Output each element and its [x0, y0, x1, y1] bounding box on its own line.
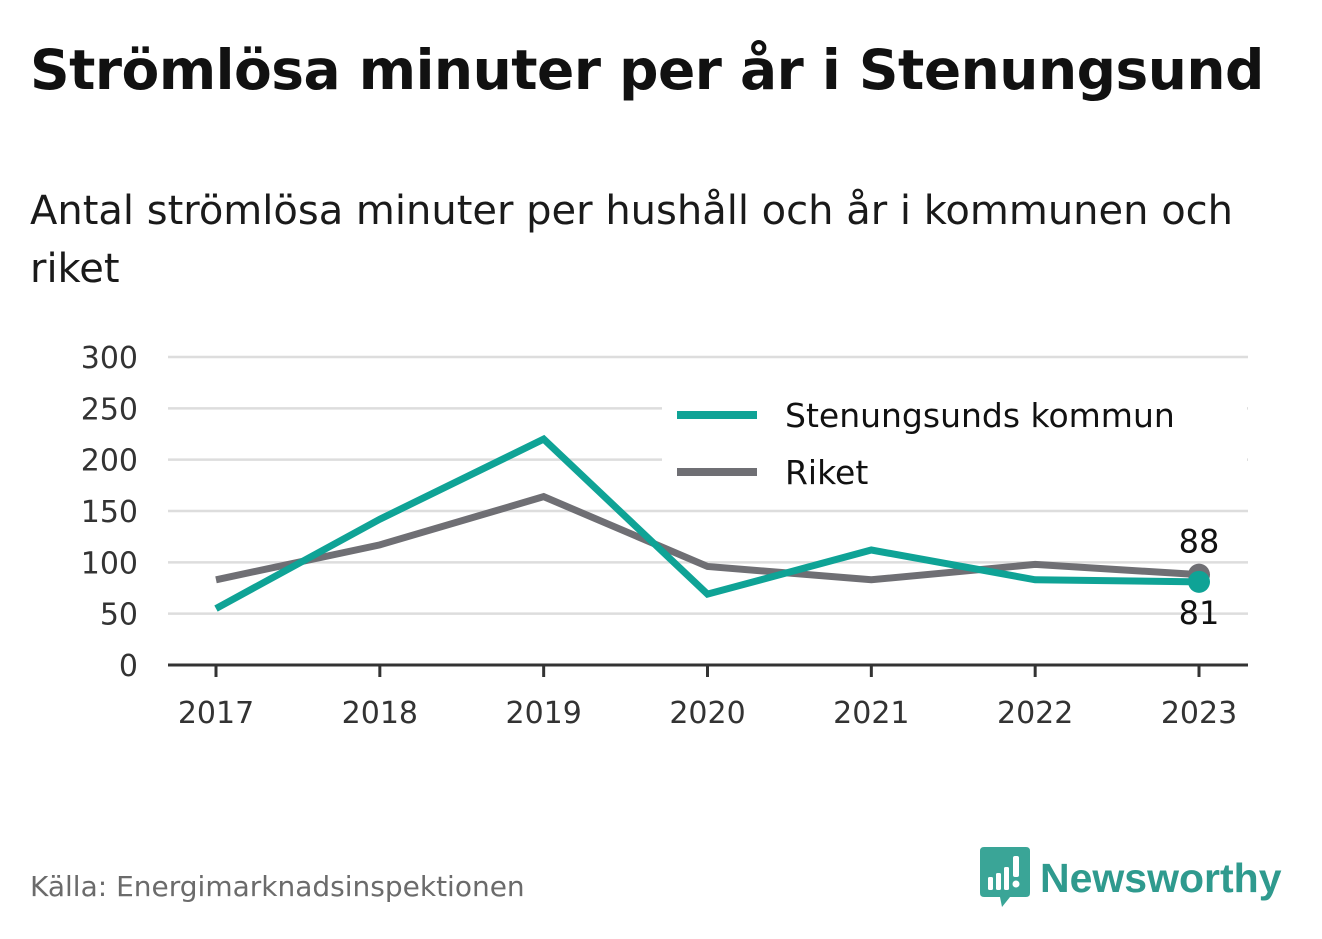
series-line-stenungsunds-kommun	[214, 434, 1200, 612]
y-tick-label: 300	[81, 341, 138, 376]
y-tick-label: 250	[81, 392, 138, 427]
newsworthy-logo: Newsworthy	[980, 847, 1282, 908]
x-tick-label: 2019	[505, 696, 581, 731]
series-line-riket	[215, 492, 1200, 584]
newsworthy-logo-icon	[980, 847, 1030, 907]
y-tick-label: 100	[81, 546, 138, 581]
source-note: Källa: Energimarknadsinspektionen	[30, 870, 525, 903]
x-tick-label: 2022	[997, 696, 1073, 731]
end-label-riket: 88	[1179, 523, 1220, 561]
y-tick-label: 0	[119, 649, 138, 684]
legend-background	[662, 392, 1247, 502]
end-label-stenungsunds-kommun: 81	[1179, 594, 1220, 632]
end-point-stenungsunds-kommun	[1188, 570, 1210, 593]
x-tick-label: 2020	[669, 696, 745, 731]
x-tick-label: 2017	[178, 696, 254, 731]
chart-title: Strömlösa minuter per år i Stenungsund	[30, 38, 1264, 102]
legend-label-riket: Riket	[785, 453, 868, 492]
y-tick-label: 200	[81, 444, 138, 479]
x-tick-label: 2018	[342, 696, 418, 731]
brand-name: Newsworthy	[1040, 854, 1282, 901]
x-tick-label: 2021	[833, 696, 909, 731]
chart-subtitle: Antal strömlösa minuter per hushåll och …	[30, 188, 1234, 292]
x-tick-label: 2023	[1161, 696, 1237, 731]
y-tick-label: 50	[100, 598, 138, 633]
legend-label-stenungsunds-kommun: Stenungsunds kommun	[785, 396, 1175, 435]
y-tick-label: 150	[81, 495, 138, 530]
